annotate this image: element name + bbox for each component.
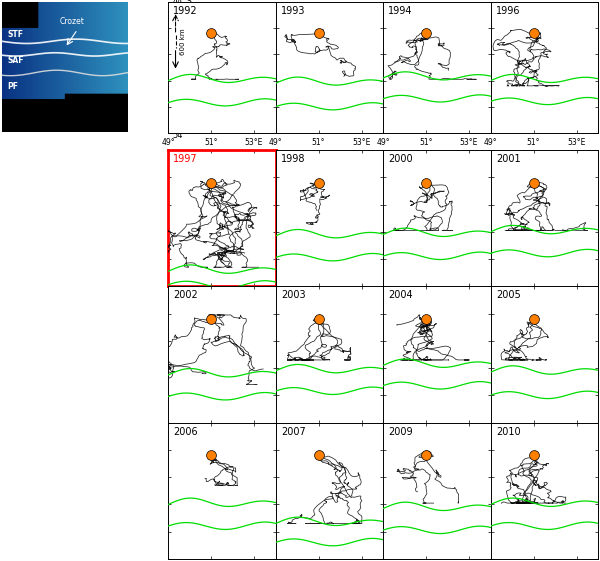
Text: 2010: 2010 [496, 427, 521, 437]
Text: 2007: 2007 [281, 427, 305, 437]
Text: 1992: 1992 [173, 6, 198, 16]
Point [206, 178, 216, 187]
Point [314, 451, 323, 460]
Point [421, 315, 431, 324]
Point [314, 29, 323, 38]
Point [421, 451, 431, 460]
Point [314, 178, 323, 187]
Text: 2006: 2006 [173, 427, 198, 437]
Text: 2001: 2001 [496, 154, 521, 164]
Text: 1994: 1994 [388, 6, 413, 16]
Text: PF: PF [7, 82, 18, 91]
Point [421, 178, 431, 187]
Text: 1997: 1997 [173, 154, 198, 164]
Text: 1993: 1993 [281, 6, 305, 16]
Point [529, 178, 538, 187]
Point [314, 315, 323, 324]
Text: Crozet: Crozet [60, 17, 85, 26]
Point [206, 315, 216, 324]
Text: 600 km: 600 km [180, 28, 186, 54]
Text: 2009: 2009 [388, 427, 413, 437]
Text: 2000: 2000 [388, 154, 413, 164]
Point [529, 451, 538, 460]
Point [421, 29, 431, 38]
Text: 2005: 2005 [496, 291, 521, 301]
Point [529, 315, 538, 324]
Text: STF: STF [7, 30, 23, 39]
Text: 2002: 2002 [173, 291, 198, 301]
Text: 2003: 2003 [281, 291, 305, 301]
Point [529, 29, 538, 38]
Text: 1996: 1996 [496, 6, 520, 16]
Text: 2004: 2004 [388, 291, 413, 301]
Point [206, 451, 216, 460]
Text: SAF: SAF [7, 56, 24, 65]
Text: 1998: 1998 [281, 154, 305, 164]
Point [206, 29, 216, 38]
